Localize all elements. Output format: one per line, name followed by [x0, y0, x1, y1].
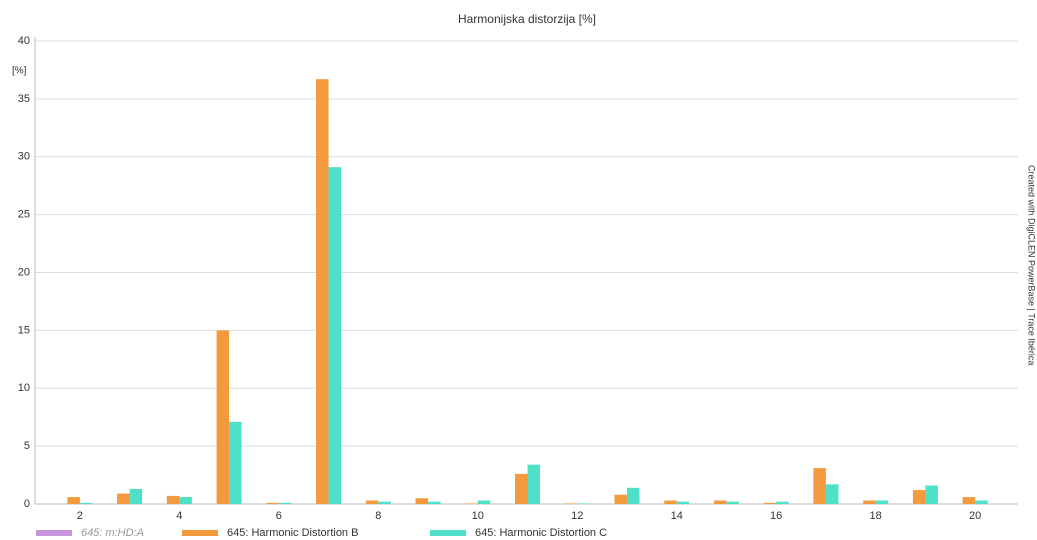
bar	[266, 502, 279, 504]
y-tick-label: 15	[18, 324, 30, 336]
x-tick-label: 18	[870, 510, 882, 522]
legend-label[interactable]: 645: m:HD:A	[81, 527, 144, 539]
bar	[626, 487, 640, 504]
bar	[166, 495, 180, 504]
x-tick-label: 12	[571, 510, 583, 522]
bar	[129, 488, 143, 504]
bar	[763, 502, 777, 504]
bar	[328, 167, 342, 505]
bar	[726, 501, 739, 504]
x-tick-label: 10	[472, 510, 484, 522]
bar	[229, 421, 242, 504]
chart-title: Harmonijska distorzija [%]	[458, 12, 596, 26]
bar	[713, 500, 727, 504]
bar	[117, 493, 130, 504]
credit: Created with DigiCLEN PowerBase | Trace …	[1027, 165, 1037, 365]
x-tick-label: 4	[176, 510, 182, 522]
bar	[564, 503, 578, 504]
y-tick-label: 20	[18, 266, 30, 278]
legend-label[interactable]: 645: Harmonic Distortion C	[475, 527, 607, 539]
y-tick-label: 5	[24, 440, 30, 452]
bar	[67, 497, 80, 504]
bar	[912, 490, 926, 504]
bar	[477, 500, 491, 504]
y-tick-label: 25	[18, 209, 30, 221]
legend-swatch	[36, 530, 72, 536]
x-tick-label: 20	[969, 510, 981, 522]
bar	[863, 500, 876, 504]
bar	[577, 503, 590, 504]
bar	[278, 502, 292, 504]
bar	[676, 501, 690, 504]
bar	[216, 330, 230, 504]
bar	[925, 485, 938, 504]
x-tick-label: 2	[77, 510, 83, 522]
y-tick-label: 40	[18, 35, 30, 47]
legend-label[interactable]: 645: Harmonic Distortion B	[227, 527, 358, 539]
bar	[378, 501, 391, 504]
bar	[825, 484, 839, 504]
x-tick-label: 6	[276, 510, 282, 522]
bar	[875, 500, 889, 504]
bar	[813, 468, 826, 504]
bar	[415, 498, 429, 504]
bar	[179, 497, 192, 504]
bar	[776, 501, 789, 504]
bar	[664, 500, 677, 504]
bar	[428, 501, 441, 504]
bar	[527, 464, 540, 504]
bar	[515, 473, 528, 504]
bar	[614, 494, 627, 504]
legend-swatch	[182, 530, 218, 536]
bar	[975, 500, 988, 504]
y-tick-label: 35	[18, 93, 30, 105]
bar	[962, 497, 976, 504]
y-axis-label: [%]	[12, 66, 27, 77]
legend-swatch	[430, 530, 466, 536]
bar	[365, 500, 379, 504]
bar	[316, 79, 329, 504]
x-tick-label: 16	[770, 510, 782, 522]
bar	[465, 503, 478, 504]
y-tick-label: 0	[24, 498, 30, 510]
x-tick-label: 14	[671, 510, 683, 522]
y-tick-label: 10	[18, 382, 30, 394]
x-tick-label: 8	[375, 510, 381, 522]
y-tick-label: 30	[18, 151, 30, 163]
bar	[79, 502, 93, 504]
